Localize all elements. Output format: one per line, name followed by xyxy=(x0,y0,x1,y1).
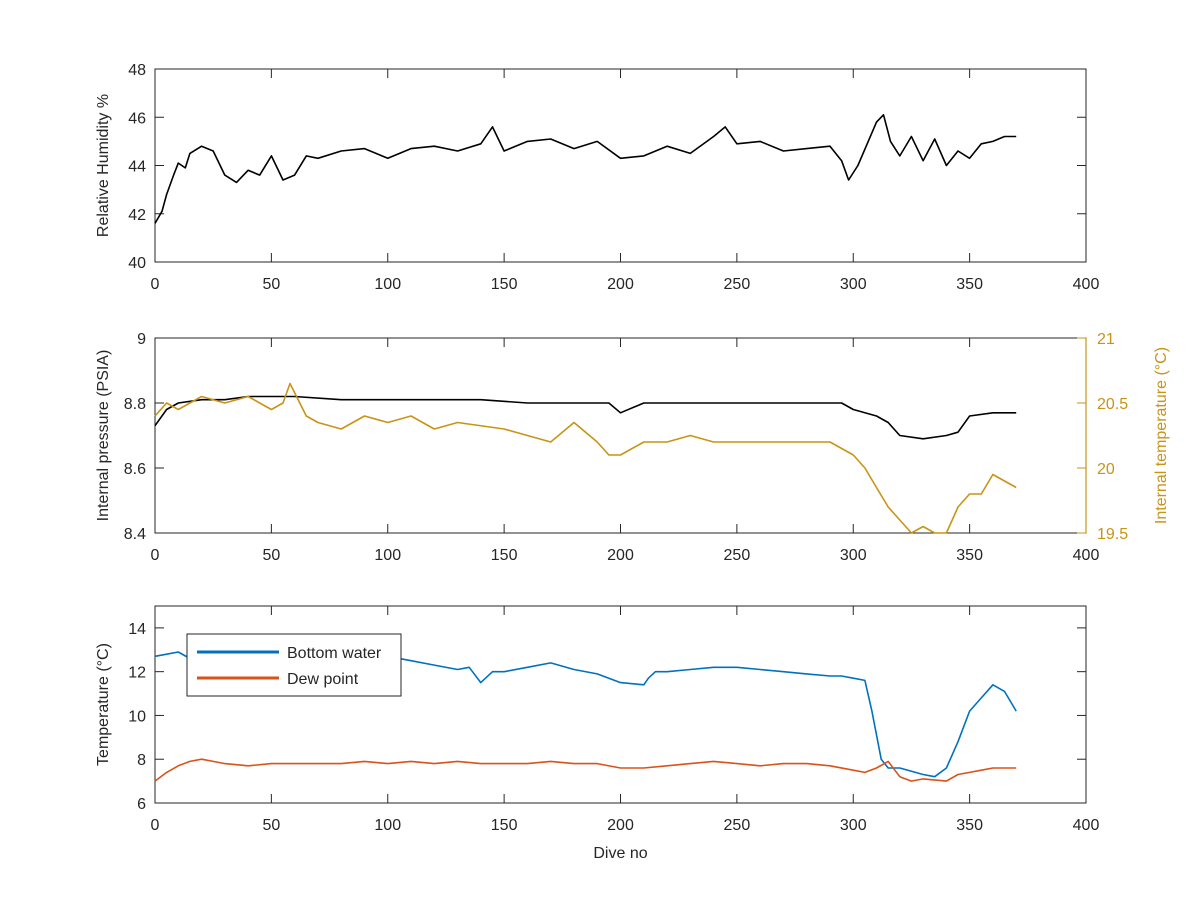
y2-axis-label: Internal temperature (°C) xyxy=(1153,347,1170,524)
y-tick-label: 10 xyxy=(128,708,146,725)
x-tick-label: 150 xyxy=(491,817,518,834)
legend-label: Bottom water xyxy=(287,645,382,662)
x-tick-label: 200 xyxy=(607,817,634,834)
x-tick-label: 150 xyxy=(491,276,518,293)
series-line-2-2 xyxy=(154,382,1017,534)
x-axis-label: Dive no xyxy=(593,845,647,862)
y-tick-label: 14 xyxy=(128,621,146,638)
y-tick-label: 46 xyxy=(128,110,146,127)
y2-tick-label: 20 xyxy=(1097,461,1115,478)
x-tick-label: 300 xyxy=(840,276,867,293)
y2-tick-label: 19.5 xyxy=(1097,526,1128,543)
chart-panel-3: 0 50 100 150 200 250 300 350 400 6 8 10 12 14 Temperat… xyxy=(95,605,1100,862)
x-tick-label: 200 xyxy=(607,547,634,564)
series-line-1-1 xyxy=(154,114,1017,224)
x-tick-label: 100 xyxy=(374,547,401,564)
x-tick-label: 400 xyxy=(1073,817,1100,834)
series-line-dew-point xyxy=(154,758,1017,782)
x-tick-label: 200 xyxy=(607,276,634,293)
y2-tick-label: 20.5 xyxy=(1097,396,1128,413)
x-tick-label: 0 xyxy=(151,276,160,293)
chart-panel-1: 0 50 100 150 200 250 300 350 400 40 42 44 46 48 Relati… xyxy=(95,62,1099,293)
y-tick-label: 48 xyxy=(128,62,146,79)
x-tick-label: 100 xyxy=(374,817,401,834)
x-tick-label: 0 xyxy=(151,817,160,834)
y-tick-label: 9 xyxy=(137,331,146,348)
y-tick-label: 40 xyxy=(128,255,146,272)
x-tick-label: 350 xyxy=(956,276,983,293)
y-tick-label: 44 xyxy=(128,159,146,176)
x-tick-label: 150 xyxy=(491,547,518,564)
chart-panel-2: 0 50 100 150 200 250 300 350 400 8.4 8.6 8.8 9 19.5 20… xyxy=(95,331,1170,564)
y-tick-label: 8.6 xyxy=(124,461,146,478)
y-axis-label: Relative Humidity % xyxy=(95,94,112,237)
y-tick-label: 6 xyxy=(137,796,146,813)
y-tick-label: 42 xyxy=(128,207,146,224)
legend: Bottom water Dew point xyxy=(186,633,402,697)
y2-tick-label: 21 xyxy=(1097,331,1115,348)
x-tick-label: 50 xyxy=(262,817,280,834)
y-axis-label: Internal pressure (PSIA) xyxy=(95,350,112,522)
y-tick-label: 12 xyxy=(128,665,146,682)
y-axis-label: Temperature (°C) xyxy=(95,643,112,766)
y-tick-label: 8.8 xyxy=(124,396,146,413)
legend-box xyxy=(186,633,402,697)
x-tick-label: 300 xyxy=(840,547,867,564)
x-tick-label: 50 xyxy=(262,547,280,564)
x-tick-label: 350 xyxy=(956,817,983,834)
y-tick-label: 8 xyxy=(137,752,146,769)
x-tick-label: 400 xyxy=(1073,276,1100,293)
x-tick-label: 100 xyxy=(374,276,401,293)
y-tick-label: 8.4 xyxy=(124,526,146,543)
x-tick-label: 50 xyxy=(262,276,280,293)
x-tick-label: 250 xyxy=(724,276,751,293)
series-line-2-1 xyxy=(154,395,1017,440)
x-tick-label: 300 xyxy=(840,817,867,834)
x-tick-label: 400 xyxy=(1073,547,1100,564)
x-tick-label: 250 xyxy=(724,817,751,834)
x-tick-label: 250 xyxy=(724,547,751,564)
x-tick-label: 350 xyxy=(956,547,983,564)
legend-label: Dew point xyxy=(287,671,359,688)
x-tick-label: 0 xyxy=(151,547,160,564)
